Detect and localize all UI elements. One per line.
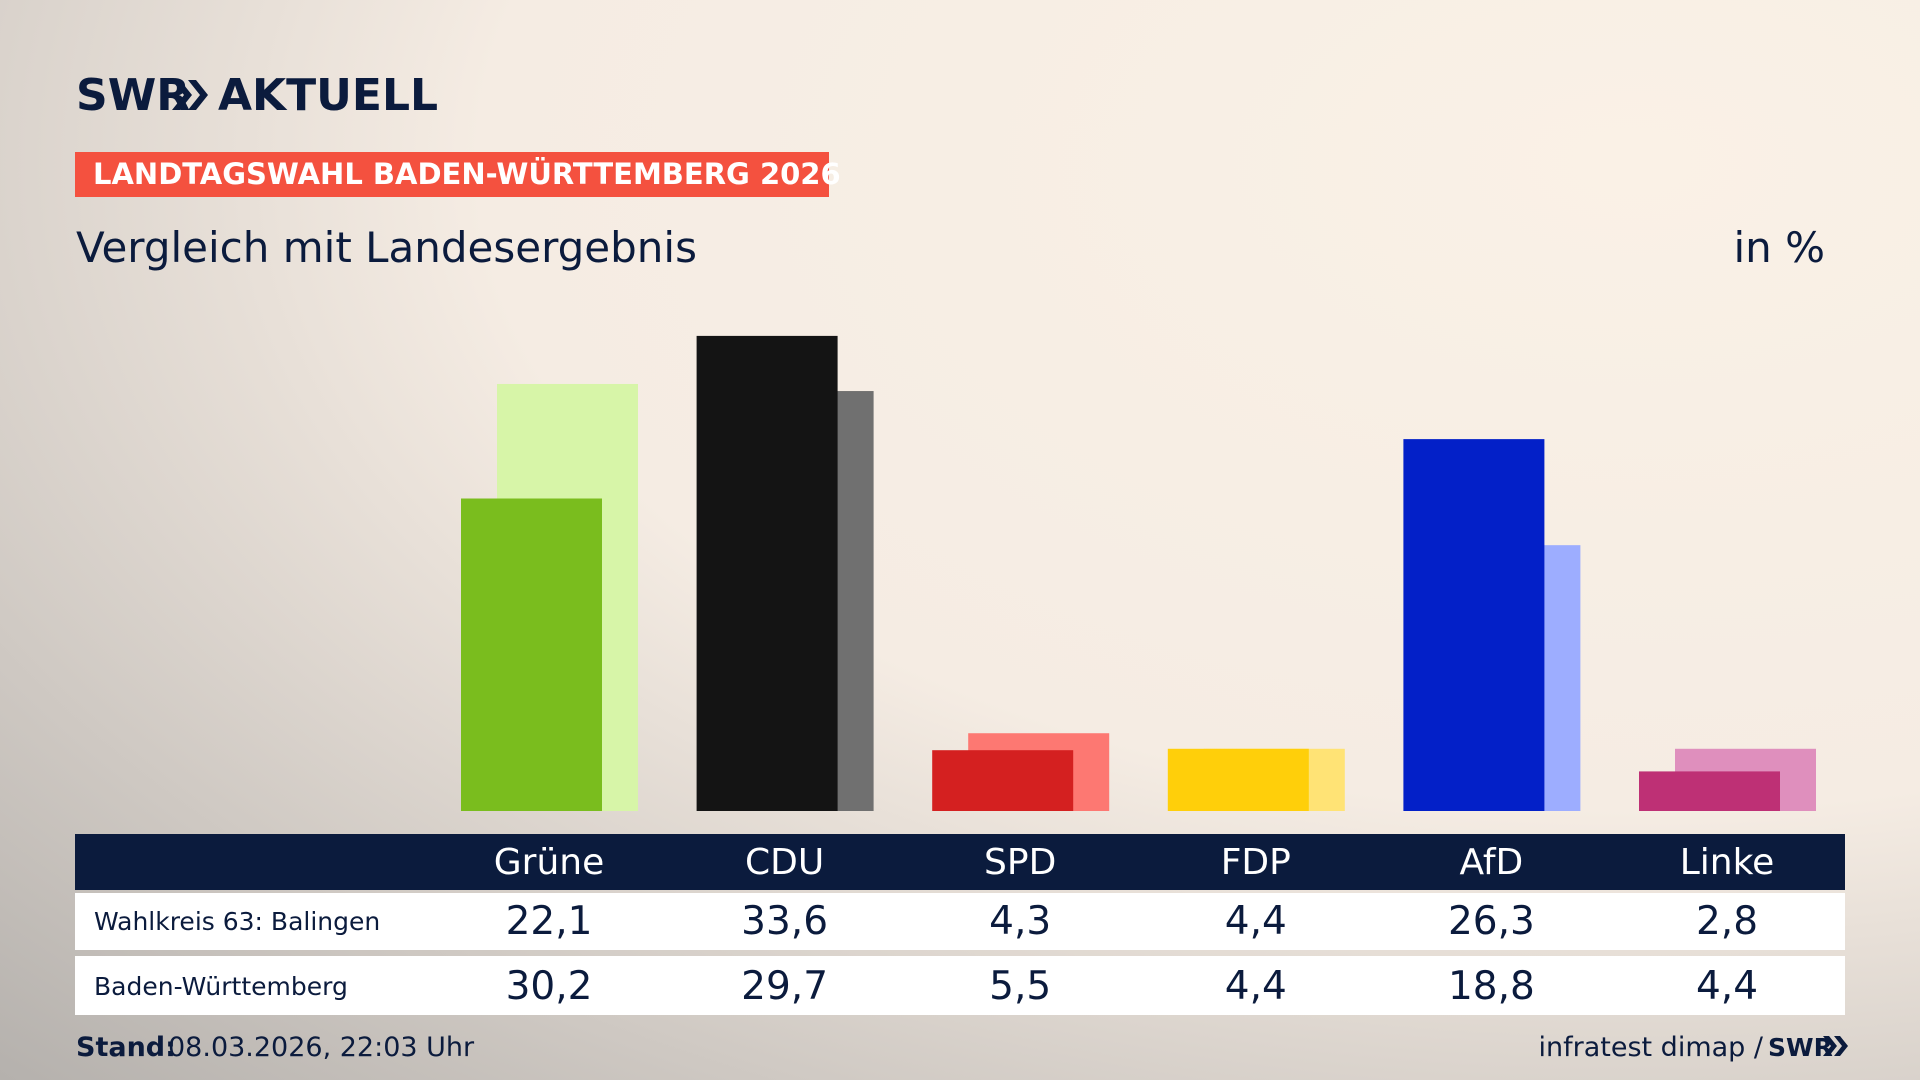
table-value: 22,1 (506, 899, 593, 944)
table-value: 18,8 (1448, 964, 1535, 1009)
timestamp-label: Stand: (76, 1032, 176, 1063)
table-row (75, 893, 1845, 950)
brand-chevrons (172, 80, 208, 110)
table-value: 4,4 (1696, 964, 1758, 1009)
table-value: 26,3 (1448, 899, 1535, 944)
timestamp: 08.03.2026, 22:03 Uhr (168, 1032, 475, 1063)
table-value: 5,5 (989, 964, 1051, 1009)
source-brand: SWR (1768, 1033, 1833, 1062)
table-row (75, 956, 1845, 1015)
source-chevrons (1823, 1036, 1848, 1056)
bar (1639, 771, 1780, 811)
bar (461, 498, 602, 811)
table-value: 2,8 (1696, 899, 1758, 944)
unit-label: in % (1733, 223, 1825, 272)
banner: LANDTAGSWAHL BADEN-WÜRTTEMBERG 2026 (93, 157, 841, 191)
column-header: Linke (1680, 842, 1775, 883)
brand-suffix: AKTUELL (218, 70, 438, 121)
table-value: 4,4 (1225, 899, 1287, 944)
bar (696, 335, 838, 811)
table-value: 30,2 (506, 964, 593, 1009)
table-value: 29,7 (741, 964, 828, 1009)
brand: SWR (76, 70, 190, 121)
table-value: 4,3 (989, 899, 1051, 944)
row-label: Baden-Württemberg (94, 972, 348, 1001)
column-header: SPD (984, 842, 1056, 883)
table-header (75, 834, 1845, 890)
table-value: 4,4 (1225, 964, 1287, 1009)
row-label: Wahlkreis 63: Balingen (94, 907, 380, 936)
bar (1403, 439, 1545, 811)
source: infratest dimap / (1538, 1032, 1763, 1063)
column-header: AfD (1460, 842, 1524, 883)
column-header: Grüne (494, 842, 604, 883)
column-header: CDU (745, 842, 824, 883)
chart-title: Vergleich mit Landesergebnis (76, 223, 697, 272)
bar (1167, 748, 1309, 811)
column-header: FDP (1221, 842, 1291, 883)
table-value: 33,6 (741, 899, 828, 944)
bar (932, 750, 1074, 811)
banner-bg (75, 152, 829, 197)
